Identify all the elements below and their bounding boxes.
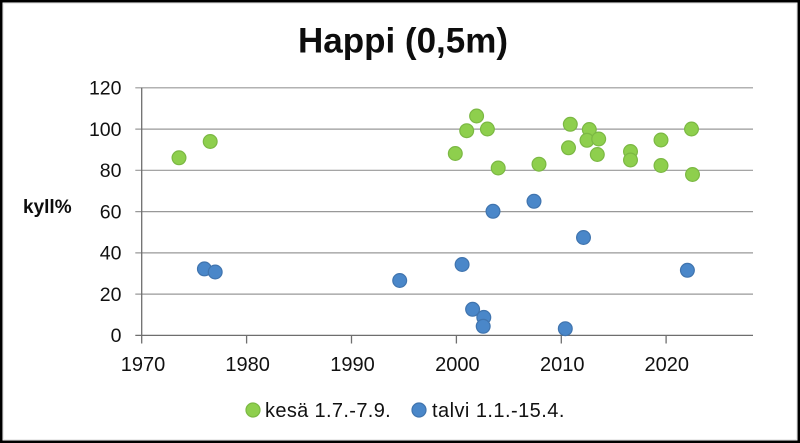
- svg-text:Happi (0,5m): Happi (0,5m): [298, 22, 508, 61]
- svg-text:talvi 1.1.-15.4.: talvi 1.1.-15.4.: [432, 400, 565, 422]
- svg-text:2020: 2020: [645, 354, 690, 376]
- svg-text:1980: 1980: [225, 354, 270, 376]
- svg-text:20: 20: [100, 284, 122, 306]
- svg-text:60: 60: [100, 201, 122, 223]
- svg-text:kesä 1.7.-7.9.: kesä 1.7.-7.9.: [265, 400, 391, 422]
- svg-text:120: 120: [89, 78, 122, 100]
- svg-text:40: 40: [100, 243, 122, 265]
- svg-text:2010: 2010: [540, 354, 585, 376]
- svg-text:kyll%: kyll%: [23, 197, 72, 218]
- svg-text:80: 80: [100, 160, 122, 182]
- svg-text:1990: 1990: [330, 354, 375, 376]
- svg-text:1970: 1970: [121, 354, 166, 376]
- svg-text:0: 0: [111, 325, 122, 347]
- svg-text:2000: 2000: [435, 354, 480, 376]
- svg-text:100: 100: [89, 119, 122, 141]
